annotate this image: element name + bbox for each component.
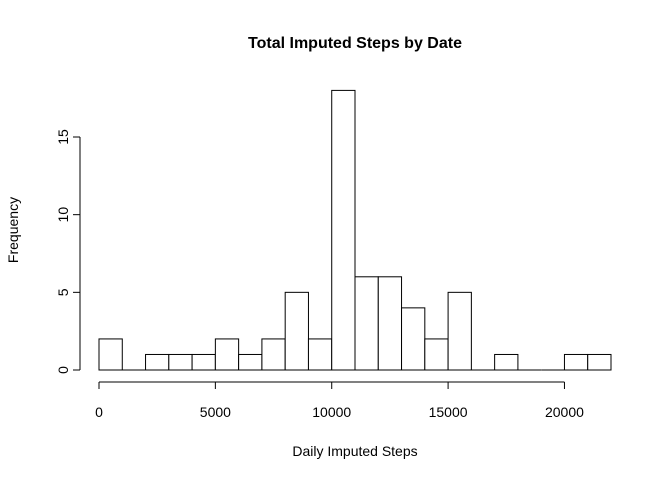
histogram-bar bbox=[307, 338, 333, 371]
histogram-bar bbox=[494, 353, 519, 371]
histogram-bar bbox=[354, 276, 379, 371]
histogram-bar bbox=[401, 307, 426, 371]
x-axis-label: Daily Imputed Steps bbox=[292, 443, 417, 459]
histogram-bar bbox=[587, 353, 612, 371]
y-tick-label: 0 bbox=[55, 366, 71, 374]
histogram-bar bbox=[214, 338, 240, 371]
histogram-bar bbox=[98, 338, 123, 371]
x-tick-label: 5000 bbox=[200, 404, 231, 420]
histogram-bar bbox=[168, 353, 193, 371]
y-tick-label: 15 bbox=[55, 129, 71, 145]
histogram-bar bbox=[331, 89, 356, 371]
y-tick-label: 5 bbox=[55, 288, 71, 296]
x-tick-label: 0 bbox=[95, 404, 103, 420]
histogram-bar bbox=[447, 291, 472, 371]
histogram-bar bbox=[563, 353, 589, 371]
histogram-bar bbox=[424, 338, 449, 371]
y-tick-label: 10 bbox=[55, 207, 71, 223]
y-axis: 0 5 10 15 bbox=[55, 129, 81, 374]
bars-group bbox=[98, 89, 612, 371]
histogram-bar bbox=[191, 353, 216, 371]
histogram-bar bbox=[261, 338, 286, 371]
histogram-bar bbox=[284, 291, 309, 371]
y-axis-label: Frequency bbox=[5, 197, 21, 263]
histogram-bar bbox=[145, 353, 170, 371]
chart-title: Total Imputed Steps by Date bbox=[248, 35, 462, 52]
x-axis: 0 5000 10000 15000 20000 bbox=[95, 381, 584, 420]
histogram-bar bbox=[238, 353, 263, 371]
x-tick-label: 15000 bbox=[429, 404, 468, 420]
x-tick-label: 20000 bbox=[545, 404, 584, 420]
histogram-bar bbox=[377, 276, 403, 371]
x-tick-label: 10000 bbox=[312, 404, 351, 420]
